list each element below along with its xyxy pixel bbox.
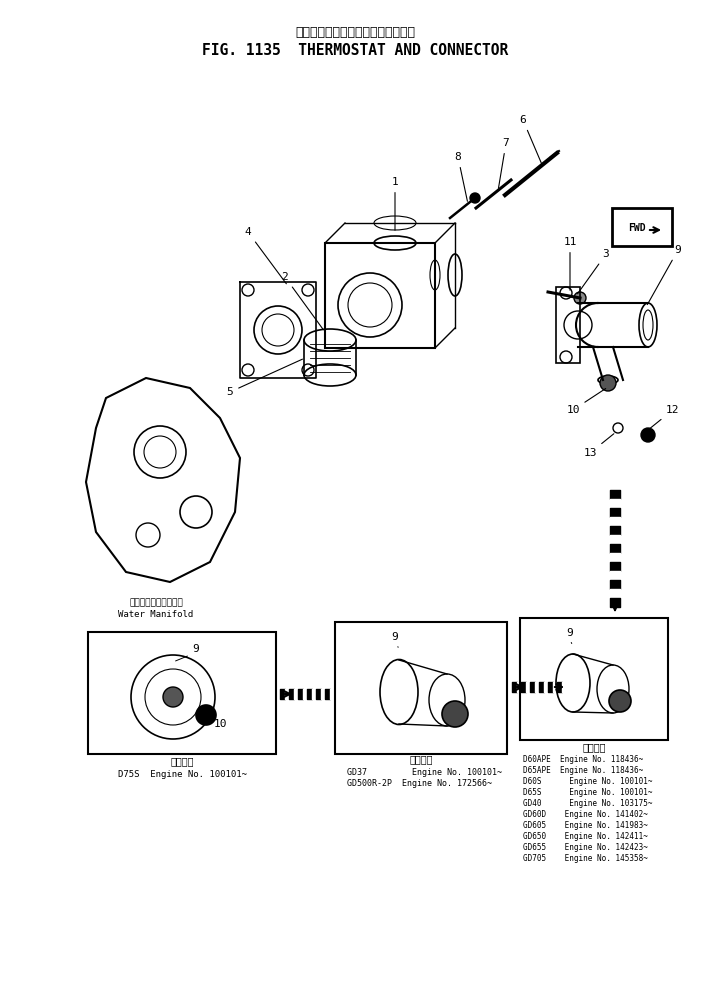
Text: 10: 10 — [567, 389, 606, 415]
Text: 5: 5 — [226, 359, 302, 397]
Text: 2: 2 — [282, 272, 323, 329]
Text: 9: 9 — [567, 628, 574, 638]
Text: 9: 9 — [392, 632, 398, 642]
Text: GD37         Engine No. 100101~: GD37 Engine No. 100101~ — [347, 768, 502, 777]
Text: サーモスタット　および　コネクタ: サーモスタット および コネクタ — [295, 26, 415, 39]
Text: 4: 4 — [245, 227, 286, 284]
Text: GD655    Engine No. 142423~: GD655 Engine No. 142423~ — [523, 843, 648, 852]
Bar — [520, 618, 668, 740]
Text: 9: 9 — [648, 245, 682, 305]
Text: 適用号機: 適用号機 — [409, 754, 433, 764]
Circle shape — [196, 705, 216, 725]
Text: D65APE  Engine No. 118436~: D65APE Engine No. 118436~ — [523, 766, 643, 775]
Text: GD40      Engine No. 103175~: GD40 Engine No. 103175~ — [523, 799, 652, 808]
Bar — [325, 243, 435, 348]
Bar — [612, 208, 672, 246]
Text: D75S  Engine No. 100101~: D75S Engine No. 100101~ — [117, 770, 246, 779]
Text: Water Manifold: Water Manifold — [119, 610, 194, 619]
Text: GD705    Engine No. 145358~: GD705 Engine No. 145358~ — [523, 854, 648, 863]
Text: 適用号機: 適用号機 — [170, 756, 194, 766]
Text: 10: 10 — [213, 719, 226, 729]
Circle shape — [470, 193, 480, 203]
Text: 3: 3 — [578, 249, 609, 294]
Text: FWD: FWD — [628, 223, 646, 233]
Text: GD650    Engine No. 142411~: GD650 Engine No. 142411~ — [523, 832, 648, 841]
Text: 適用号機: 適用号機 — [582, 742, 606, 752]
Text: 6: 6 — [520, 115, 542, 164]
Text: 1: 1 — [392, 177, 398, 230]
Circle shape — [574, 292, 586, 304]
Bar — [556, 287, 580, 363]
Text: ウォータマニホールド: ウォータマニホールド — [129, 598, 183, 607]
Text: FIG. 1135  THERMOSTAT AND CONNECTOR: FIG. 1135 THERMOSTAT AND CONNECTOR — [202, 43, 508, 57]
Polygon shape — [86, 378, 240, 582]
Text: D60APE  Engine No. 118436~: D60APE Engine No. 118436~ — [523, 755, 643, 764]
Text: 11: 11 — [563, 237, 577, 290]
Bar — [88, 632, 276, 754]
Text: 9: 9 — [192, 644, 200, 654]
Circle shape — [641, 428, 655, 442]
Text: 13: 13 — [583, 434, 614, 458]
Text: GD60D    Engine No. 141402~: GD60D Engine No. 141402~ — [523, 810, 648, 819]
Bar — [335, 622, 507, 754]
Text: 7: 7 — [498, 138, 509, 188]
Text: D65S      Engine No. 100101~: D65S Engine No. 100101~ — [523, 788, 652, 797]
Text: GD605    Engine No. 141983~: GD605 Engine No. 141983~ — [523, 821, 648, 830]
Text: 12: 12 — [650, 405, 679, 428]
Circle shape — [609, 690, 631, 712]
Circle shape — [442, 701, 468, 727]
Text: GD500R-2P  Engine No. 172566~: GD500R-2P Engine No. 172566~ — [347, 779, 492, 788]
Text: D60S      Engine No. 100101~: D60S Engine No. 100101~ — [523, 777, 652, 786]
Circle shape — [600, 375, 616, 391]
Circle shape — [163, 687, 183, 707]
Text: 8: 8 — [454, 152, 467, 202]
